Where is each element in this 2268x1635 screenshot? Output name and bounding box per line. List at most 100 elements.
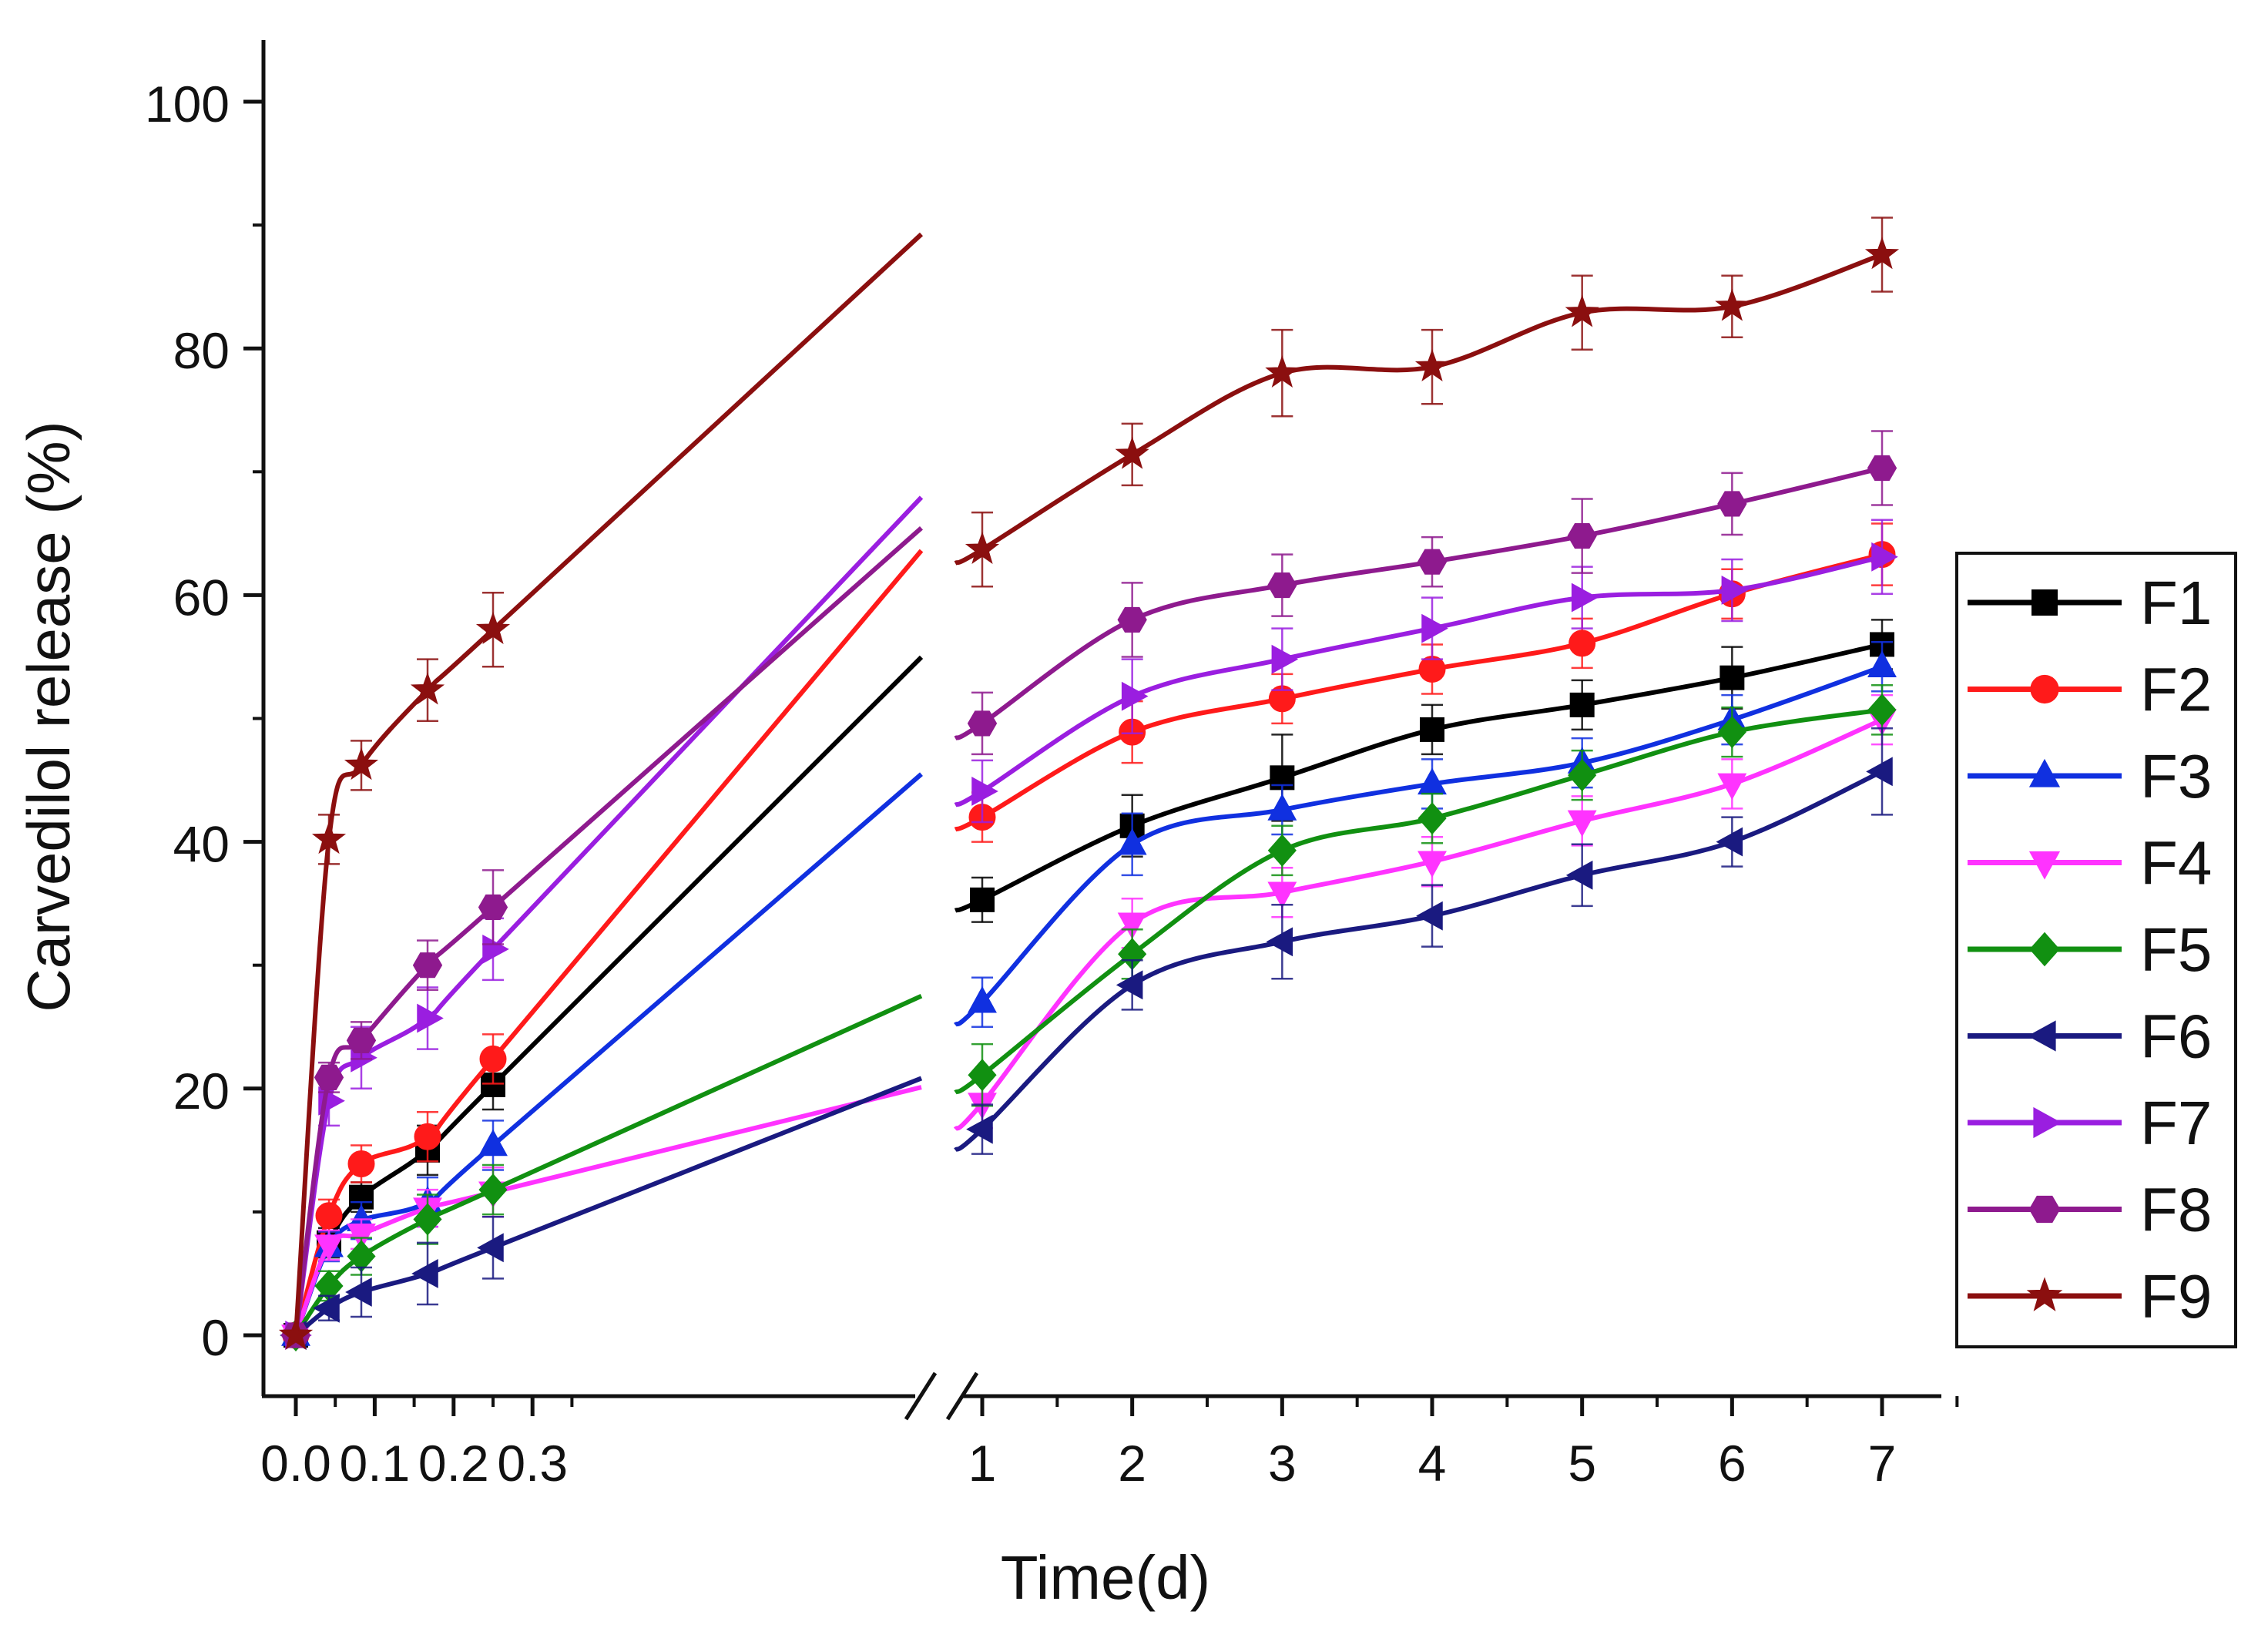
data-point <box>1117 912 1147 940</box>
data-point <box>348 1184 374 1210</box>
legend-item-F5: F5 <box>1968 915 2212 984</box>
data-point <box>1719 665 1745 690</box>
data-point <box>1121 681 1149 711</box>
legend-label: F2 <box>2140 656 2212 724</box>
legend-marker <box>2026 1277 2063 1311</box>
series-line <box>294 1076 923 1338</box>
data-point <box>1715 288 1750 321</box>
series-line <box>954 664 1883 1027</box>
y-tick-label: 80 <box>173 322 230 379</box>
data-point <box>965 531 1000 564</box>
data-point <box>1569 692 1595 717</box>
data-point <box>1267 834 1297 867</box>
data-point <box>482 934 509 964</box>
data-point <box>1568 629 1596 657</box>
series-F7 <box>285 495 1898 1350</box>
data-point <box>1418 655 1446 683</box>
data-point <box>1716 827 1743 857</box>
y-axis-label: Carvedilol release (%) <box>15 421 82 1012</box>
data-point <box>1267 572 1297 599</box>
series-F5 <box>281 684 1897 1352</box>
legend-label: F3 <box>2140 742 2212 811</box>
data-point <box>311 821 347 854</box>
data-point <box>967 710 998 737</box>
legend-marker <box>2031 589 2058 616</box>
data-point <box>1864 237 1900 270</box>
data-point <box>966 1114 993 1144</box>
data-point <box>477 1233 504 1263</box>
data-point <box>1414 348 1450 382</box>
series-F1 <box>284 619 1895 1348</box>
x-tick-label: 6 <box>1718 1435 1746 1492</box>
data-point <box>1116 970 1143 1000</box>
legend-marker <box>2028 1195 2061 1224</box>
data-point <box>968 1059 997 1092</box>
data-point <box>278 1317 314 1350</box>
legend-item-F7: F7 <box>1968 1089 2212 1157</box>
series-line <box>294 549 924 1336</box>
legend-marker <box>2033 1106 2062 1139</box>
data-point <box>1117 606 1147 633</box>
data-point <box>1417 549 1448 575</box>
data-point <box>346 1027 377 1053</box>
series-F6 <box>280 727 1894 1350</box>
data-point <box>1267 794 1297 821</box>
legend-label: F4 <box>2140 829 2212 898</box>
axis-break-mark <box>904 1371 938 1421</box>
data-point <box>1568 759 1597 792</box>
y-tick-label: 100 <box>145 76 230 133</box>
data-point <box>479 1045 507 1073</box>
data-point <box>417 1003 444 1033</box>
legend-item-F1: F1 <box>1968 569 2212 637</box>
data-point <box>1871 542 1898 572</box>
data-point <box>314 1064 344 1090</box>
legend-item-F6: F6 <box>1968 1002 2212 1071</box>
data-point <box>971 777 998 806</box>
data-point <box>1867 650 1897 678</box>
data-point <box>475 612 511 645</box>
data-point <box>412 952 443 979</box>
data-point <box>414 1123 441 1150</box>
data-point <box>345 1277 372 1307</box>
data-point <box>1266 927 1293 957</box>
legend-item-F3: F3 <box>1968 742 2212 811</box>
legend-item-F8: F8 <box>1968 1176 2212 1244</box>
data-point <box>1721 576 1749 605</box>
series-line <box>953 717 1884 1131</box>
x-tick-label: 0.0 <box>260 1435 331 1492</box>
x-tick-label: 4 <box>1418 1435 1447 1492</box>
data-point <box>314 1234 344 1261</box>
series-line <box>954 769 1884 1153</box>
data-point <box>411 1259 438 1288</box>
data-point <box>1867 693 1897 727</box>
data-point <box>1866 757 1893 787</box>
legend-marker <box>2027 1020 2056 1052</box>
data-point <box>313 1293 340 1323</box>
y-tick-label: 0 <box>201 1309 230 1366</box>
series-line <box>294 655 924 1337</box>
series-line <box>294 772 923 1337</box>
data-point <box>1117 828 1147 855</box>
data-point <box>1717 491 1747 517</box>
data-point <box>1267 881 1297 909</box>
y-tick-label: 20 <box>173 1063 230 1120</box>
data-point <box>1416 901 1443 931</box>
legend-label: F8 <box>2140 1176 2212 1244</box>
data-point <box>1420 717 1445 742</box>
data-point <box>347 1150 375 1177</box>
data-point <box>1265 354 1300 388</box>
legend-marker <box>2030 674 2059 704</box>
series-line <box>294 232 924 1336</box>
legend-label: F6 <box>2140 1002 2212 1071</box>
series-layer <box>278 217 1900 1352</box>
series-line <box>294 1085 922 1337</box>
data-point <box>1418 851 1447 878</box>
series-F9 <box>278 217 1900 1350</box>
data-point <box>968 985 997 1013</box>
data-point <box>410 672 445 705</box>
data-point <box>478 1173 508 1207</box>
data-point <box>481 1072 505 1097</box>
y-tick-label: 60 <box>173 569 230 626</box>
data-point <box>1421 613 1448 643</box>
